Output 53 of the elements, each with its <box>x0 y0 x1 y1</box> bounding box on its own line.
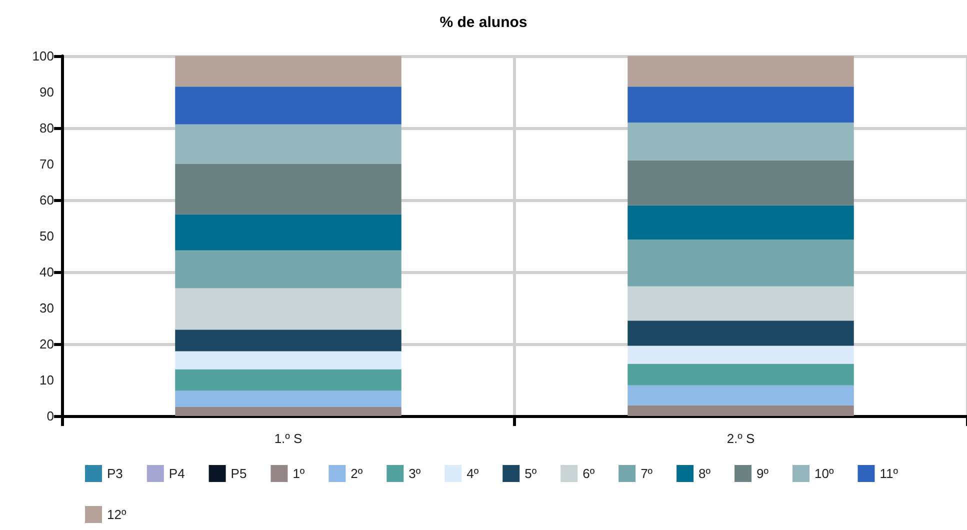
bar <box>175 124 402 164</box>
legend-label: P5 <box>230 466 247 481</box>
bar <box>175 288 402 330</box>
bar <box>175 330 402 352</box>
bar <box>628 160 854 206</box>
bar <box>628 240 854 286</box>
y-tick-label: 0 <box>46 408 54 424</box>
bar <box>175 214 402 250</box>
legend-label: 7º <box>640 466 653 481</box>
legend-label: 1º <box>292 466 305 481</box>
y-tick-label: 10 <box>40 372 54 388</box>
legend-label: 3º <box>408 466 421 481</box>
bar <box>175 164 402 214</box>
bar <box>628 346 854 364</box>
legend-label: 5º <box>524 466 537 481</box>
bar <box>628 56 854 87</box>
legend-label: 8º <box>698 466 711 481</box>
legend-label: 12º <box>107 507 126 522</box>
bar <box>628 405 854 416</box>
y-tick-label: 70 <box>40 156 54 172</box>
y-tick-label: 50 <box>40 228 54 244</box>
legend-label: 4º <box>466 466 479 481</box>
bar <box>175 369 402 391</box>
bar <box>175 351 402 370</box>
bar <box>628 122 854 160</box>
legend-label: 11º <box>880 466 898 481</box>
chart-title: % de alunos <box>440 14 528 31</box>
bar <box>628 205 854 240</box>
bar <box>175 56 402 87</box>
legend-label: 6º <box>582 466 595 481</box>
bar <box>628 320 854 346</box>
legend-label: 10º <box>814 466 834 481</box>
bar <box>175 86 402 124</box>
legend-label: P4 <box>168 466 185 481</box>
bar <box>628 286 854 321</box>
legend-label: 2º <box>350 466 363 481</box>
bar <box>628 364 854 386</box>
bar <box>175 407 402 416</box>
bar <box>175 250 402 288</box>
x-tick-label: 2.º S <box>726 431 756 446</box>
bar <box>175 390 402 407</box>
bar <box>628 86 854 123</box>
bar <box>628 385 854 406</box>
y-tick-label: 40 <box>40 264 54 280</box>
legend-label: P3 <box>107 466 123 481</box>
y-tick-label: 80 <box>40 120 54 136</box>
y-tick-label: 20 <box>40 336 54 352</box>
y-tick-label: 60 <box>40 192 54 208</box>
y-tick-label: 30 <box>40 300 54 316</box>
y-tick-label: 100 <box>32 48 54 64</box>
y-tick-label: 90 <box>40 84 54 100</box>
legend-label: 9º <box>756 466 769 481</box>
x-tick-label: 1.º S <box>274 431 303 446</box>
